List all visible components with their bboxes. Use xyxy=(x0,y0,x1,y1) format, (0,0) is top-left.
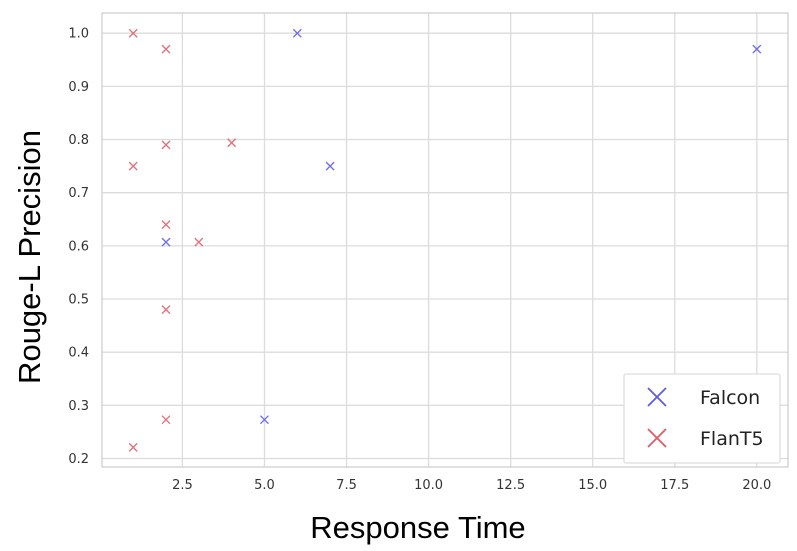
tick-labels: 2.5 5.0 7.5 10.0 12.5 15.0 17.5 20.0 0.2 0.3 0.4 0.… xyxy=(68,27,771,493)
y-tick-label: 0.6 xyxy=(68,239,89,254)
falcon-point xyxy=(259,415,269,425)
x-tick-label: 5.0 xyxy=(254,478,275,493)
x-tick-label: 17.5 xyxy=(660,478,689,493)
legend-label-flant5: FlanT5 xyxy=(700,428,764,450)
y-tick-label: 0.5 xyxy=(68,293,89,308)
data-points xyxy=(128,28,762,452)
y-axis-title: Rouge-L Precision xyxy=(12,130,47,384)
grid-lines xyxy=(102,13,788,467)
falcon-point xyxy=(325,161,335,171)
y-tick-label: 0.4 xyxy=(68,346,89,361)
y-tick-label: 0.3 xyxy=(68,399,89,414)
flant5-point xyxy=(161,305,171,315)
x-tick-label: 15.0 xyxy=(578,478,607,493)
flant5-point xyxy=(128,28,138,38)
flant5-point xyxy=(161,44,171,54)
falcon-point xyxy=(292,28,302,38)
x-tick-label: 10.0 xyxy=(414,478,443,493)
y-tick-label: 0.9 xyxy=(68,80,89,95)
legend-box xyxy=(623,373,781,464)
flant5-point xyxy=(128,161,138,171)
x-tick-label: 2.5 xyxy=(172,478,193,493)
flant5-point xyxy=(194,237,204,247)
y-tick-label: 0.8 xyxy=(68,133,89,148)
x-tick-label: 7.5 xyxy=(336,478,357,493)
flant5-point xyxy=(161,415,171,425)
legend-label-falcon: Falcon xyxy=(700,387,760,409)
x-tick-label: 12.5 xyxy=(496,478,525,493)
flant5-point xyxy=(128,442,138,452)
flant5-point xyxy=(227,138,237,148)
legend-marker-falcon xyxy=(647,387,667,407)
plot-frame xyxy=(101,12,789,468)
legend-marker-flant5 xyxy=(647,428,667,448)
falcon-point xyxy=(161,237,171,247)
x-axis-title: Response Time xyxy=(310,510,525,545)
y-tick-label: 1.0 xyxy=(68,27,89,42)
y-tick-label: 0.7 xyxy=(68,186,89,201)
falcon-point xyxy=(752,44,762,54)
y-tick-label: 0.2 xyxy=(68,452,89,467)
x-tick-label: 20.0 xyxy=(742,478,771,493)
legend: Falcon FlanT5 xyxy=(623,373,781,464)
flant5-point xyxy=(161,220,171,230)
flant5-point xyxy=(161,140,171,150)
